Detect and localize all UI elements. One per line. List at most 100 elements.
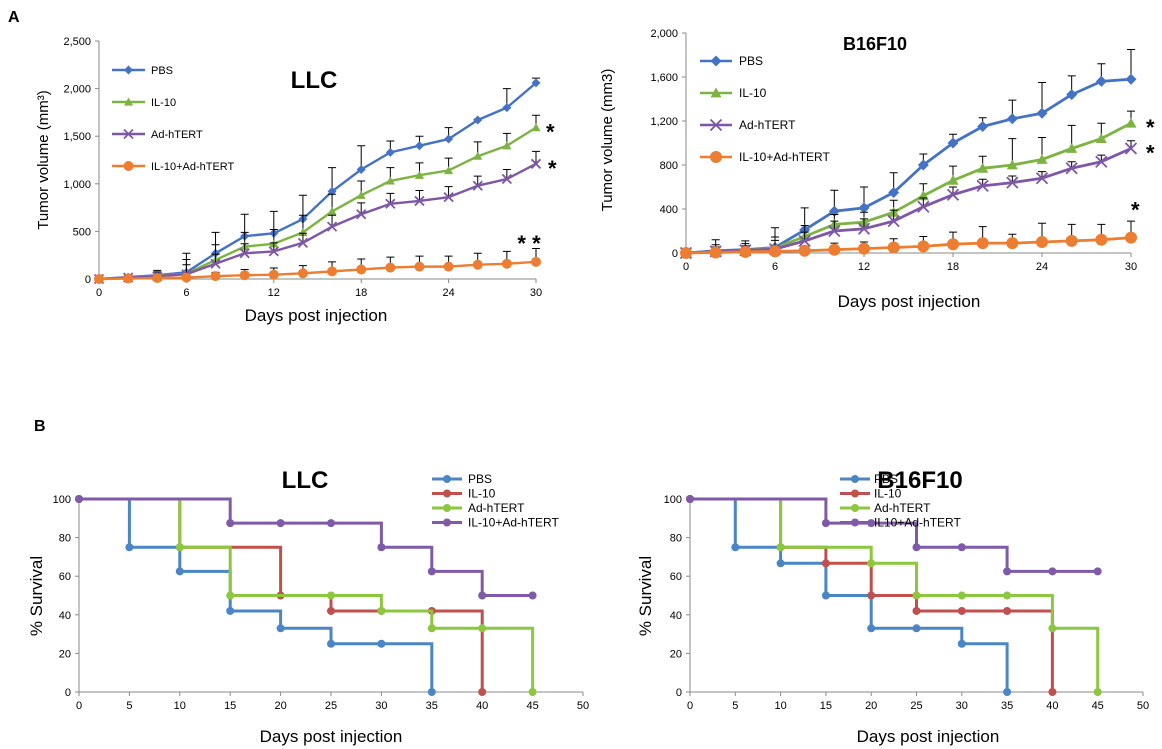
series-il-10-line — [685, 121, 1132, 255]
data-point — [1095, 133, 1107, 143]
error-bar — [328, 214, 337, 227]
error-bar — [830, 220, 839, 231]
data-point — [888, 187, 900, 198]
y-axis-title: Tumor volume (mm³) — [35, 90, 52, 229]
data-point — [798, 234, 811, 248]
data-point — [1093, 567, 1102, 576]
y-tick-label: 60 — [670, 571, 682, 583]
x-tick-label: 50 — [577, 700, 589, 712]
data-point — [268, 246, 279, 257]
chart-title: B16F10 — [877, 467, 962, 494]
y-tick-label: 100 — [664, 494, 682, 506]
error-bar — [240, 243, 249, 254]
significance-marker: * — [1146, 115, 1155, 140]
series-ad-htert-line — [98, 162, 537, 281]
legend-item-ad-htert: Ad-hTERT — [700, 118, 796, 132]
data-point — [709, 246, 722, 259]
data-point — [377, 606, 386, 615]
data-point — [1003, 567, 1012, 576]
data-point — [152, 273, 163, 284]
data-point — [1095, 233, 1108, 246]
data-point — [427, 624, 436, 633]
data-point — [327, 639, 335, 648]
x-axis-title: Days post injection — [838, 292, 981, 311]
data-point — [821, 559, 830, 568]
data-point — [917, 200, 930, 213]
x-tick-label: 10 — [174, 700, 186, 712]
legend-item-il-10-ad-htert: IL-10+Ad-hTERT — [700, 150, 830, 164]
chart-b16f10-survival: 0 5 10 15 20 25 30 35 40 45 50 0 20 40 60 80 100 B16F10 Da… — [636, 467, 1149, 746]
data-point — [472, 180, 483, 191]
data-point — [414, 261, 425, 272]
legend-label: Ad-hTERT — [468, 501, 525, 515]
legend-marker — [851, 518, 859, 527]
data-point — [276, 624, 285, 633]
error-bar — [415, 189, 424, 201]
y-tick-label: 500 — [73, 226, 91, 238]
data-point — [821, 519, 830, 528]
series-pbs-line — [685, 77, 1132, 255]
data-point — [1125, 73, 1137, 85]
panel-label-b: B — [34, 418, 46, 435]
data-point — [1065, 162, 1078, 175]
data-point — [1003, 688, 1012, 696]
x-tick-label: 20 — [274, 700, 286, 712]
data-point — [887, 214, 900, 228]
data-point — [478, 591, 487, 600]
data-point — [1125, 231, 1137, 244]
x-tick-label: 0 — [683, 261, 689, 273]
data-point — [443, 191, 454, 203]
data-point — [356, 264, 367, 275]
y-tick-label: 2,500 — [63, 36, 91, 48]
x-tick-label: 30 — [1125, 261, 1137, 273]
chart-title: LLC — [291, 67, 338, 94]
data-point — [210, 258, 221, 269]
data-point — [1095, 75, 1107, 87]
data-point — [776, 559, 785, 568]
data-point — [858, 242, 870, 255]
data-point — [94, 274, 104, 284]
data-point — [912, 624, 921, 633]
data-point — [828, 243, 841, 256]
data-point — [867, 559, 876, 568]
y-tick-label: 1,200 — [650, 116, 678, 128]
legend-label: IL-10+Ad-hTERT — [468, 516, 559, 530]
data-point — [327, 591, 335, 600]
legend-label: PBS — [874, 472, 898, 486]
legend-label: PBS — [468, 472, 492, 486]
data-point — [210, 271, 221, 282]
y-tick-label: 0 — [65, 687, 71, 699]
data-point — [385, 176, 395, 185]
data-point — [297, 237, 309, 248]
x-tick-label: 0 — [687, 700, 693, 712]
legend-item-pbs: PBS — [840, 472, 898, 486]
data-point — [1048, 567, 1057, 576]
data-point — [739, 245, 752, 258]
legend-item-il10-ad-htert: IL10+Ad-hTERT — [840, 516, 961, 530]
x-tick-label: 12 — [268, 287, 280, 299]
legend-label: Ad-hTERT — [874, 501, 931, 515]
data-point — [356, 165, 366, 175]
data-point — [1035, 172, 1049, 185]
y-axis-title: Tumor volume (mm3) — [599, 69, 616, 212]
x-tick-label: 10 — [774, 700, 786, 712]
data-point — [1003, 591, 1012, 600]
data-point — [444, 165, 454, 175]
data-point — [175, 567, 184, 576]
data-point — [327, 606, 335, 615]
legend-item-ad-htert: Ad-hTERT — [112, 128, 203, 141]
data-point — [828, 205, 840, 217]
data-point — [867, 591, 876, 600]
data-point — [501, 173, 513, 185]
error-bar — [444, 186, 453, 198]
legend-label: IL10+Ad-hTERT — [874, 516, 961, 530]
data-point — [528, 688, 537, 696]
x-tick-label: 40 — [476, 700, 488, 712]
data-point — [976, 179, 989, 193]
legend-marker — [851, 504, 859, 512]
y-tick-label: 2,000 — [63, 84, 91, 96]
x-tick-label: 35 — [426, 700, 438, 712]
series-il-10-ad-htert-line — [685, 236, 1132, 255]
y-tick-label: 1,500 — [63, 131, 91, 143]
x-tick-label: 20 — [865, 700, 877, 712]
